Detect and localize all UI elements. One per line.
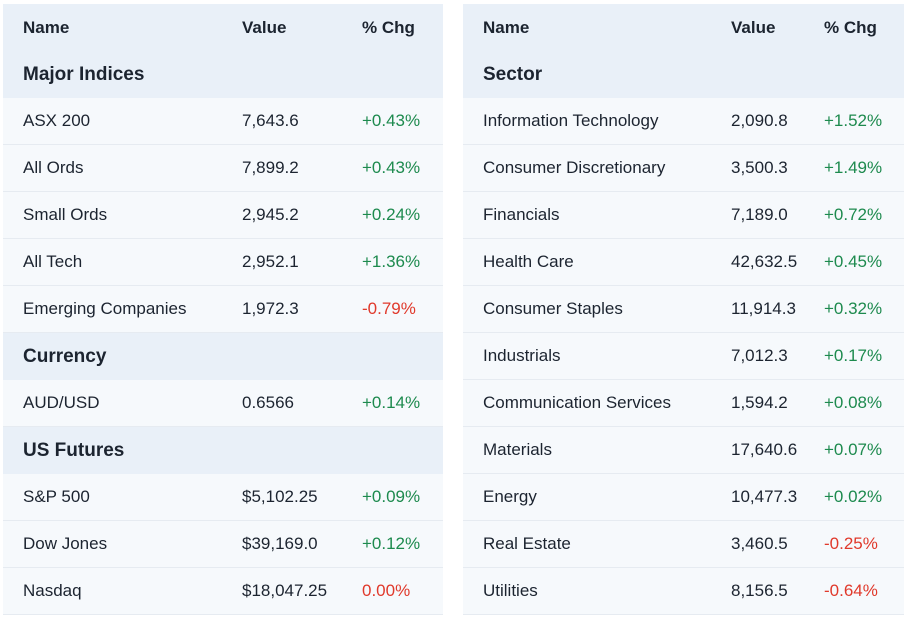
row-pct-change: +0.12% (362, 534, 421, 553)
row-value: 2,952.1 (242, 252, 299, 271)
column-header-value[interactable]: Value (731, 17, 776, 37)
row-value: $5,102.25 (242, 487, 318, 506)
row-name: Industrials (483, 346, 561, 365)
section-title: Major Indices (23, 63, 145, 85)
row-pct-change: +0.32% (824, 299, 883, 318)
table-row[interactable]: Information Technology 2,090.8 +1.52% (463, 98, 904, 145)
row-value: 1,972.3 (242, 299, 299, 318)
section-title: Sector (483, 63, 543, 85)
row-value: 17,640.6 (731, 440, 798, 459)
row-pct-change: 0.00% (362, 581, 411, 600)
row-name: Emerging Companies (23, 299, 187, 318)
sector-table: Name Value % Chg Sector Information Technolo… (463, 4, 904, 615)
row-name: Nasdaq (23, 581, 82, 600)
table-row[interactable]: Health Care 42,632.5 +0.45% (463, 239, 904, 286)
row-pct-change: +0.43% (362, 158, 421, 177)
row-name: Consumer Discretionary (483, 158, 666, 177)
table-row[interactable]: Small Ords 2,945.2 +0.24% (3, 192, 443, 239)
row-value: 10,477.3 (731, 487, 798, 506)
column-header-name[interactable]: Name (23, 17, 70, 37)
section-header: Currency (3, 333, 443, 380)
row-name: Financials (483, 205, 560, 224)
row-name: Real Estate (483, 534, 571, 553)
row-value: 8,156.5 (731, 581, 788, 600)
section-header: Major Indices (3, 51, 443, 98)
row-pct-change: +0.09% (362, 487, 421, 506)
table-row[interactable]: S&P 500 $5,102.25 +0.09% (3, 474, 443, 521)
row-name: All Tech (23, 252, 83, 271)
row-value: 2,945.2 (242, 205, 299, 224)
row-pct-change: -0.79% (362, 299, 416, 318)
row-value: 0.6566 (242, 393, 294, 412)
table-row[interactable]: Consumer Discretionary 3,500.3 +1.49% (463, 145, 904, 192)
row-value: 7,012.3 (731, 346, 788, 365)
row-value: 7,899.2 (242, 158, 299, 177)
row-value: 7,643.6 (242, 111, 299, 130)
table-row[interactable]: Energy 10,477.3 +0.02% (463, 474, 904, 521)
table-row[interactable]: Consumer Staples 11,914.3 +0.32% (463, 286, 904, 333)
row-pct-change: +0.07% (824, 440, 883, 459)
row-pct-change: +1.52% (824, 111, 883, 130)
table-row[interactable]: Dow Jones $39,169.0 +0.12% (3, 521, 443, 568)
row-value: 3,500.3 (731, 158, 788, 177)
row-pct-change: +1.36% (362, 252, 421, 271)
table-row[interactable]: Real Estate 3,460.5 -0.25% (463, 521, 904, 568)
column-header-pct-change[interactable]: % Chg (824, 17, 877, 37)
row-name: Materials (483, 440, 552, 459)
row-name: Energy (483, 487, 537, 506)
row-pct-change: -0.64% (824, 581, 878, 600)
table-row[interactable]: Financials 7,189.0 +0.72% (463, 192, 904, 239)
row-value: $39,169.0 (242, 534, 318, 553)
table-row[interactable]: All Tech 2,952.1 +1.36% (3, 239, 443, 286)
row-name: ASX 200 (23, 111, 91, 130)
row-pct-change: -0.25% (824, 534, 878, 553)
row-name: Consumer Staples (483, 299, 623, 318)
column-header-pct-change[interactable]: % Chg (362, 17, 415, 37)
indices-table: Name Value % Chg Major Indices ASX 200 7,643.… (3, 4, 443, 615)
table-row[interactable]: Communication Services 1,594.2 +0.08% (463, 380, 904, 427)
table-row[interactable]: Utilities 8,156.5 -0.64% (463, 568, 904, 615)
row-pct-change: +0.14% (362, 393, 421, 412)
row-pct-change: +0.02% (824, 487, 883, 506)
row-pct-change: +1.49% (824, 158, 883, 177)
row-pct-change: +0.24% (362, 205, 421, 224)
row-name: S&P 500 (23, 487, 90, 506)
section-header: Sector (463, 51, 904, 98)
column-header-value[interactable]: Value (242, 17, 287, 37)
column-header-row: Name Value % Chg (3, 4, 443, 51)
row-name: Small Ords (23, 205, 108, 224)
row-name: Information Technology (483, 111, 659, 130)
section-title: Currency (23, 345, 107, 367)
table-row[interactable]: Industrials 7,012.3 +0.17% (463, 333, 904, 380)
column-header-name[interactable]: Name (483, 17, 530, 37)
row-name: Utilities (483, 581, 538, 600)
table-row[interactable]: Emerging Companies 1,972.3 -0.79% (3, 286, 443, 333)
row-name: Dow Jones (23, 534, 108, 553)
row-value: 3,460.5 (731, 534, 788, 553)
table-row[interactable]: Nasdaq $18,047.25 0.00% (3, 568, 443, 615)
table-row[interactable]: AUD/USD 0.6566 +0.14% (3, 380, 443, 427)
row-pct-change: +0.08% (824, 393, 883, 412)
row-value: 11,914.3 (731, 299, 796, 318)
row-pct-change: +0.72% (824, 205, 883, 224)
table-row[interactable]: Materials 17,640.6 +0.07% (463, 427, 904, 474)
row-value: 42,632.5 (731, 252, 798, 271)
section-header: US Futures (3, 427, 443, 474)
section-title: US Futures (23, 439, 125, 461)
row-pct-change: +0.45% (824, 252, 883, 271)
table-row[interactable]: All Ords 7,899.2 +0.43% (3, 145, 443, 192)
table-row[interactable]: ASX 200 7,643.6 +0.43% (3, 98, 443, 145)
row-name: AUD/USD (23, 393, 100, 412)
row-name: All Ords (23, 158, 84, 177)
row-pct-change: +0.43% (362, 111, 421, 130)
row-value: 7,189.0 (731, 205, 788, 224)
row-name: Health Care (483, 252, 574, 271)
row-value: $18,047.25 (242, 581, 328, 600)
row-name: Communication Services (483, 393, 672, 412)
column-header-row: Name Value % Chg (463, 4, 904, 51)
row-pct-change: +0.17% (824, 346, 883, 365)
row-value: 1,594.2 (731, 393, 788, 412)
row-value: 2,090.8 (731, 111, 788, 130)
